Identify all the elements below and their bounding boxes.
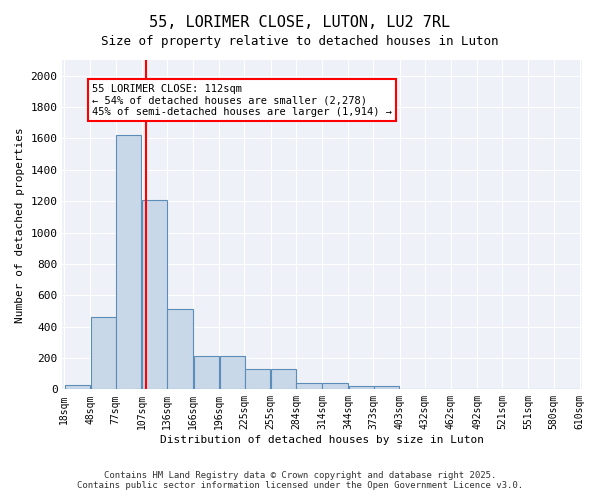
Bar xyxy=(322,383,347,390)
Bar xyxy=(271,369,296,390)
Bar xyxy=(65,384,90,390)
Bar xyxy=(142,200,167,390)
Bar xyxy=(296,383,322,390)
Bar xyxy=(91,317,116,390)
Bar xyxy=(374,386,399,390)
Bar xyxy=(220,356,245,390)
Text: Contains HM Land Registry data © Crown copyright and database right 2025.
Contai: Contains HM Land Registry data © Crown c… xyxy=(77,470,523,490)
Bar xyxy=(116,136,141,390)
Text: 55, LORIMER CLOSE, LUTON, LU2 7RL: 55, LORIMER CLOSE, LUTON, LU2 7RL xyxy=(149,15,451,30)
X-axis label: Distribution of detached houses by size in Luton: Distribution of detached houses by size … xyxy=(160,435,484,445)
Text: Size of property relative to detached houses in Luton: Size of property relative to detached ho… xyxy=(101,35,499,48)
Y-axis label: Number of detached properties: Number of detached properties xyxy=(15,127,25,322)
Bar xyxy=(167,310,193,390)
Bar xyxy=(194,356,219,390)
Text: 55 LORIMER CLOSE: 112sqm
← 54% of detached houses are smaller (2,278)
45% of sem: 55 LORIMER CLOSE: 112sqm ← 54% of detach… xyxy=(92,84,392,116)
Bar xyxy=(349,386,374,390)
Bar xyxy=(245,369,270,390)
